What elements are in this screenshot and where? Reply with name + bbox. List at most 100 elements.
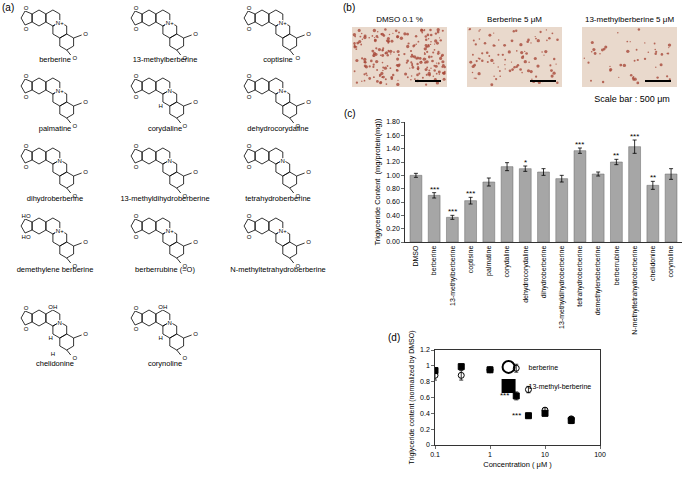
svg-text:demethylene berberine: demethylene berberine	[17, 265, 94, 274]
svg-text:O: O	[83, 31, 88, 37]
svg-text:0.6: 0.6	[420, 394, 430, 401]
svg-text:0.1: 0.1	[430, 451, 440, 458]
svg-text:13-methylberberine: 13-methylberberine	[449, 245, 457, 305]
svg-text:O: O	[247, 213, 252, 219]
svg-text:O: O	[24, 305, 29, 311]
svg-text:O: O	[247, 143, 252, 149]
svg-text:***: ***	[448, 207, 457, 216]
svg-text:(d): (d)	[388, 332, 400, 343]
svg-text:Triglyceride Content (mg/prot: Triglyceride Content (mg/protein(mg))	[373, 118, 382, 245]
svg-text:O: O	[134, 213, 139, 219]
svg-text:corynoline: corynoline	[148, 359, 182, 368]
svg-text:O: O	[247, 73, 252, 79]
svg-text:1.2: 1.2	[420, 346, 430, 353]
svg-text:***: ***	[512, 411, 521, 420]
svg-text:coptisine: coptisine	[467, 246, 475, 274]
svg-text:Triglyceride content (normaliz: Triglyceride content (normalized by DMSO…	[408, 331, 416, 465]
svg-text:N+: N+	[166, 20, 174, 26]
svg-text:***: ***	[430, 185, 439, 194]
svg-text:O: O	[72, 123, 77, 129]
svg-text:O: O	[83, 169, 88, 175]
svg-text:O: O	[306, 239, 311, 245]
svg-text:10: 10	[541, 451, 549, 458]
svg-text:0: 0	[426, 441, 430, 448]
svg-text:Concentration ( μM ): Concentration ( μM )	[483, 460, 552, 469]
svg-text:O: O	[24, 26, 29, 32]
svg-text:O: O	[193, 331, 198, 337]
svg-text:O: O	[193, 169, 198, 175]
svg-text:O: O	[24, 164, 29, 170]
svg-text:H: H	[49, 335, 53, 341]
svg-text:O: O	[193, 31, 198, 37]
svg-text:***: ***	[575, 140, 584, 149]
svg-text:dehydrocorydaline: dehydrocorydaline	[522, 245, 530, 302]
svg-text:O: O	[295, 123, 300, 129]
svg-text:O: O	[182, 193, 187, 199]
svg-text:OH: OH	[48, 304, 57, 310]
svg-text:O: O	[83, 99, 88, 105]
svg-text:O: O	[134, 305, 139, 311]
svg-text:***: ***	[466, 189, 475, 198]
svg-text:N+: N+	[279, 228, 287, 234]
svg-text:N+: N+	[56, 88, 64, 94]
svg-text:O: O	[306, 99, 311, 105]
svg-text:Scale bar : 500 μm: Scale bar : 500 μm	[594, 94, 670, 104]
svg-text:0.2: 0.2	[420, 426, 430, 433]
svg-text:13-methylberberine: 13-methylberberine	[133, 55, 198, 64]
svg-text:O: O	[295, 193, 300, 199]
svg-text:O: O	[134, 326, 139, 332]
svg-text:*: *	[524, 158, 527, 167]
svg-text:O: O	[134, 164, 139, 170]
svg-text:13-methylberberine 5 μM: 13-methylberberine 5 μM	[585, 15, 674, 24]
svg-text:100: 100	[594, 451, 606, 458]
svg-text:O: O	[182, 55, 187, 61]
svg-text:O: O	[134, 94, 139, 100]
svg-text:(a): (a)	[2, 2, 14, 13]
svg-text:OH: OH	[158, 304, 167, 310]
svg-text:O: O	[24, 326, 29, 332]
svg-text:tetrahydroberberine: tetrahydroberberine	[576, 245, 584, 306]
svg-text:O: O	[306, 169, 311, 175]
svg-text:13-methyl-berberine: 13-methyl-berberine	[529, 383, 592, 391]
svg-text:dihydroberberine: dihydroberberine	[27, 194, 83, 203]
svg-text:**: **	[650, 173, 656, 182]
svg-text:O: O	[134, 143, 139, 149]
svg-text:H: H	[159, 335, 163, 341]
svg-text:berberine: berberine	[39, 55, 71, 64]
svg-text:13-methyldihydroberberine: 13-methyldihydroberberine	[558, 246, 566, 329]
svg-text:(b): (b)	[343, 2, 355, 13]
svg-text:N-methyltetrahydroberberine: N-methyltetrahydroberberine	[631, 246, 639, 335]
svg-text:O: O	[247, 5, 252, 11]
svg-text:N+: N+	[279, 20, 287, 26]
svg-text:O: O	[247, 234, 252, 240]
svg-text:N: N	[168, 88, 172, 94]
svg-text:N+: N+	[56, 20, 64, 26]
svg-text:demethyleneberberine: demethyleneberberine	[594, 246, 602, 316]
svg-text:O: O	[134, 234, 139, 240]
svg-text:H: H	[159, 103, 163, 109]
svg-text:0.80: 0.80	[386, 185, 400, 192]
svg-text:O: O	[134, 5, 139, 11]
svg-text:N-methyltetrahydroberberine: N-methyltetrahydroberberine	[230, 265, 325, 274]
svg-text:1.20: 1.20	[386, 158, 400, 165]
svg-text:O: O	[72, 355, 77, 361]
svg-text:palmatine: palmatine	[39, 124, 72, 133]
svg-text:coptisine: coptisine	[263, 55, 293, 64]
svg-text:O: O	[83, 239, 88, 245]
svg-text:chelidonine: chelidonine	[36, 359, 74, 368]
svg-text:***: ***	[630, 132, 639, 141]
svg-text:N+: N+	[279, 88, 287, 94]
svg-text:O: O	[24, 5, 29, 11]
svg-text:corynoline: corynoline	[667, 246, 675, 278]
svg-text:O: O	[83, 331, 88, 337]
svg-text:O: O	[134, 73, 139, 79]
svg-text:berberrubine (=O): berberrubine (=O)	[135, 265, 195, 274]
svg-text:berberrubine: berberrubine	[613, 246, 620, 286]
svg-text:N+: N+	[56, 228, 64, 234]
svg-text:1.60: 1.60	[386, 132, 400, 139]
svg-text:N: N	[168, 158, 172, 164]
svg-text:**: **	[613, 151, 619, 160]
svg-text:O: O	[306, 31, 311, 37]
svg-text:O: O	[72, 55, 77, 61]
svg-text:DMSO 0.1 %: DMSO 0.1 %	[376, 15, 423, 24]
